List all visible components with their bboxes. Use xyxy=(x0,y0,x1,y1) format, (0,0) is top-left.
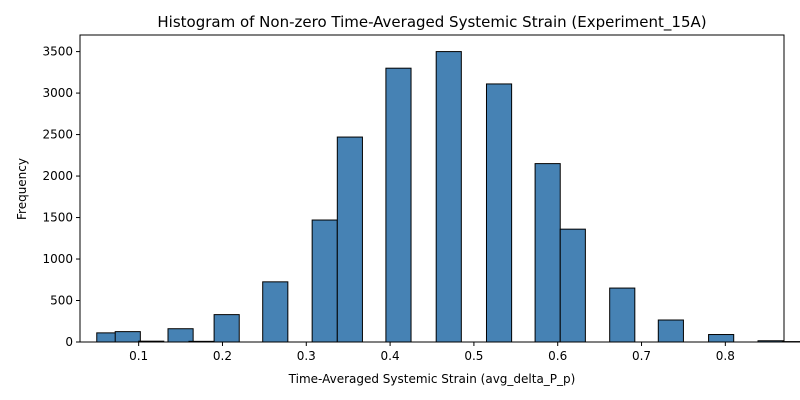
x-tick-label-0: 0.1 xyxy=(129,349,148,363)
histogram-bar-11 xyxy=(485,83,513,343)
x-tick-label-2: 0.3 xyxy=(297,349,316,363)
x-axis-label: Time-Averaged Systemic Strain (avg_delta… xyxy=(288,372,576,386)
histogram-bar-13 xyxy=(559,228,586,343)
histogram-bar-8 xyxy=(336,136,363,343)
y-tick-label-1: 500 xyxy=(50,294,73,308)
bars-group xyxy=(96,51,800,343)
x-tick-label-7: 0.8 xyxy=(716,349,735,363)
histogram-bar-9 xyxy=(385,67,412,343)
histogram-bar-6 xyxy=(262,281,289,343)
y-tick-label-0: 0 xyxy=(65,335,73,349)
histogram-bar-15 xyxy=(657,319,684,343)
histogram-bar-12 xyxy=(534,163,561,343)
x-axis-ticks: 0.1 0.2 0.3 0.4 0.5 0.6 0.7 0.8 xyxy=(129,342,735,363)
x-tick-label-6: 0.7 xyxy=(632,349,651,363)
histogram-bar-3 xyxy=(167,328,194,343)
histogram-bar-16 xyxy=(708,334,735,343)
x-tick-label-3: 0.4 xyxy=(381,349,400,363)
y-axis-label: Frequency xyxy=(15,158,29,220)
histogram-bar-10 xyxy=(435,51,462,343)
y-tick-label-5: 2500 xyxy=(42,128,73,142)
y-tick-label-2: 1000 xyxy=(42,252,73,266)
histogram-bar-1 xyxy=(114,331,141,343)
y-tick-label-3: 1500 xyxy=(42,211,73,225)
y-axis-ticks: 0 500 1000 1500 2000 2500 3000 3500 xyxy=(42,45,80,349)
y-tick-label-6: 3000 xyxy=(42,86,73,100)
chart-title: Histogram of Non-zero Time-Averaged Syst… xyxy=(157,13,706,32)
x-tick-label-4: 0.5 xyxy=(464,349,483,363)
y-tick-label-7: 3500 xyxy=(42,45,73,59)
x-tick-label-5: 0.6 xyxy=(548,349,567,363)
x-tick-label-1: 0.2 xyxy=(213,349,232,363)
y-tick-label-4: 2000 xyxy=(42,169,73,183)
histogram-bar-14 xyxy=(609,287,636,343)
plot-frame xyxy=(79,34,785,343)
histogram-bar-5 xyxy=(213,314,240,343)
histogram-bar-7 xyxy=(311,219,338,343)
